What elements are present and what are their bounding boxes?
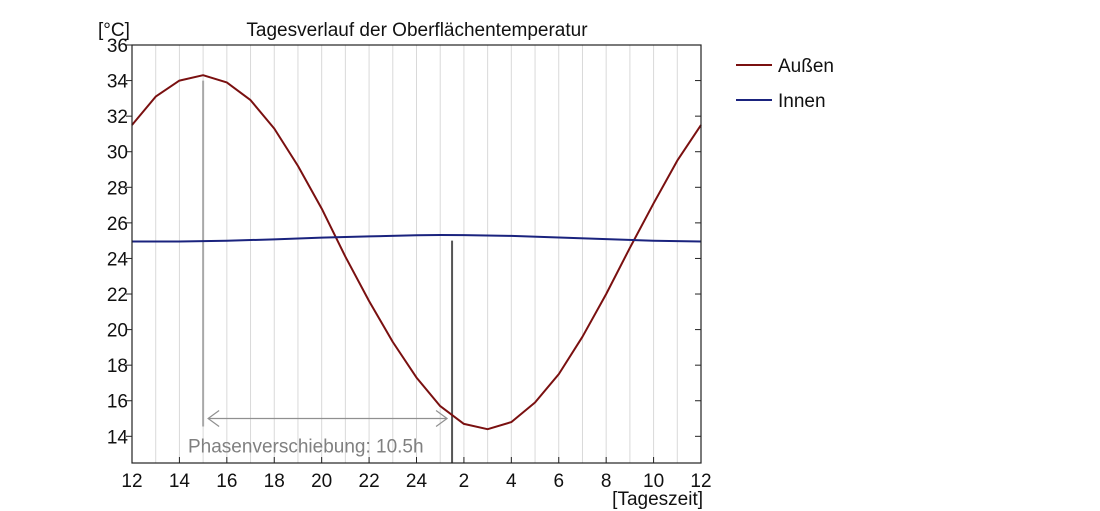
x-tick-label: 12 bbox=[690, 471, 711, 492]
phase-shift-label: Phasenverschiebung: 10.5h bbox=[188, 437, 424, 458]
legend-entry: Außen bbox=[778, 56, 834, 77]
phase-arrow-head-left bbox=[207, 410, 220, 428]
x-tick-label: 12 bbox=[121, 471, 142, 492]
chart-title: Tagesverlauf der Oberflächentemperatur bbox=[246, 20, 588, 41]
x-tick-label: 24 bbox=[406, 471, 428, 492]
x-tick-label: 10 bbox=[643, 471, 664, 492]
y-tick-label: 22 bbox=[107, 285, 128, 306]
phase-shift-annotation bbox=[202, 80, 454, 463]
series-lines bbox=[131, 74, 702, 431]
legend-entry: Innen bbox=[778, 91, 826, 112]
x-tick-label: 2 bbox=[459, 471, 470, 492]
y-tick-label: 30 bbox=[107, 143, 128, 164]
y-tick-label: 34 bbox=[107, 72, 129, 93]
x-tick-label: 20 bbox=[311, 471, 332, 492]
x-tick-label: 16 bbox=[216, 471, 237, 492]
x-tick-label: 4 bbox=[506, 471, 517, 492]
x-tick-label: 6 bbox=[553, 471, 564, 492]
x-tick-label: 8 bbox=[601, 471, 612, 492]
y-tick-label: 18 bbox=[107, 356, 128, 377]
x-tick-label: 14 bbox=[169, 471, 191, 492]
series-line-innen bbox=[132, 234, 702, 243]
y-tick-label: 26 bbox=[107, 214, 128, 235]
x-tick-label: 22 bbox=[359, 471, 380, 492]
y-tick-label: 28 bbox=[107, 178, 128, 199]
legend: Außen Innen bbox=[736, 56, 834, 112]
y-tick-label: 36 bbox=[107, 36, 128, 57]
series-line-aussen bbox=[131, 74, 702, 431]
y-axis-ticks: 14 16 18 20 22 24 26 28 30 32 34 36 bbox=[107, 36, 701, 448]
y-tick-label: 16 bbox=[107, 392, 128, 413]
x-tick-label: 18 bbox=[264, 471, 285, 492]
y-tick-label: 14 bbox=[107, 427, 129, 448]
y-axis-label: [°C] bbox=[98, 20, 130, 41]
y-tick-label: 32 bbox=[107, 107, 128, 128]
y-tick-label: 20 bbox=[107, 321, 128, 342]
y-tick-label: 24 bbox=[107, 249, 129, 270]
grid-lines bbox=[155, 45, 678, 463]
x-axis-ticks: 12 14 16 18 20 22 24 2 4 6 8 10 12 bbox=[121, 457, 712, 492]
phase-arrow-head-right bbox=[435, 410, 449, 428]
x-axis-label: [Tageszeit] bbox=[612, 489, 703, 510]
